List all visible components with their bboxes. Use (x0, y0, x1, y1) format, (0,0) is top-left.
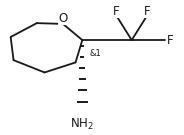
Text: NH$_2$: NH$_2$ (70, 116, 94, 131)
Text: F: F (144, 5, 151, 18)
Text: F: F (113, 5, 120, 18)
Text: O: O (58, 12, 68, 25)
Text: &1: &1 (89, 49, 101, 58)
Text: F: F (167, 34, 173, 47)
